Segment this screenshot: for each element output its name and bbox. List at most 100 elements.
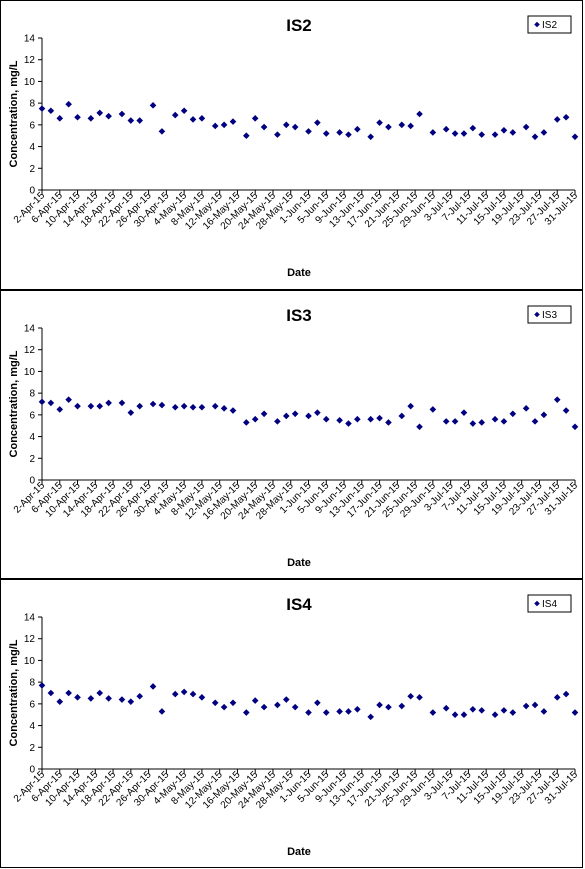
chart-svg: IS3024681012142-Apr-156-Apr-1510-Apr-151… [8, 305, 580, 569]
data-point [562, 407, 570, 414]
data-point [376, 119, 383, 126]
data-point [149, 400, 157, 408]
data-point [531, 701, 539, 709]
legend-label: IS4 [542, 599, 557, 610]
data-point [158, 128, 166, 135]
data-point [407, 122, 414, 130]
data-point [367, 133, 374, 141]
data-point [87, 402, 95, 410]
data-point [553, 396, 561, 403]
data-point [158, 401, 166, 409]
data-point [345, 420, 352, 427]
data-point [136, 117, 144, 124]
data-point [291, 123, 299, 131]
y-tick-label: 2 [29, 454, 35, 465]
data-point [96, 402, 104, 410]
data-point [180, 688, 188, 696]
data-point [478, 419, 486, 426]
data-point [220, 405, 228, 412]
data-point [47, 107, 55, 115]
y-tick-label: 12 [24, 634, 36, 645]
data-point [562, 113, 570, 121]
data-point [136, 402, 144, 410]
data-point [398, 121, 406, 129]
data-point [460, 711, 468, 719]
data-point [118, 110, 126, 118]
data-point [398, 412, 406, 420]
data-point [442, 418, 450, 425]
data-point [56, 698, 64, 705]
data-point [105, 399, 112, 407]
y-axis-label: Concentration, mg/L [8, 350, 20, 457]
data-point [274, 131, 281, 138]
data-point [509, 709, 517, 716]
data-point [509, 410, 517, 418]
data-point [65, 100, 72, 108]
data-point [522, 405, 530, 412]
data-point [260, 703, 268, 711]
legend: IS2 [527, 15, 572, 34]
legend-label: IS3 [542, 310, 557, 321]
data-point [314, 409, 321, 416]
data-point [47, 399, 55, 407]
chart-panel-is4: IS4 0 2 4 6 8 10 12 14 2-Apr-15 6-Apr-15 10-Apr-15 1… [0, 579, 583, 868]
data-point [127, 409, 135, 416]
data-point [305, 412, 312, 420]
data-point [180, 107, 188, 115]
y-tick-label: 8 [29, 99, 35, 110]
data-point [451, 130, 459, 137]
chart-svg: IS4024681012142-Apr-156-Apr-1510-Apr-151… [8, 594, 580, 858]
data-point [65, 396, 72, 403]
data-point [220, 121, 228, 129]
data-point [198, 403, 206, 411]
data-point [96, 689, 104, 697]
data-point [540, 708, 548, 715]
legend-marker [534, 21, 540, 28]
y-tick-label: 4 [29, 432, 35, 443]
data-point [416, 110, 423, 118]
data-point [171, 111, 179, 119]
chart-panel-is3: IS3 0 2 4 6 8 10 12 14 2-Apr-15 6-Apr-15 10-Apr-15 1… [0, 290, 583, 579]
data-point [509, 129, 517, 136]
y-tick-label: 4 [29, 142, 35, 153]
y-tick-label: 14 [24, 613, 36, 624]
data-point [274, 418, 281, 425]
data-point [451, 711, 459, 719]
chart-panel-is2: IS2 0 2 4 6 8 10 12 14 2-Apr-15 6-Apr-15 10-Apr-15 1… [0, 0, 583, 290]
y-tick-label: 0 [29, 765, 35, 776]
data-point [416, 423, 423, 431]
legend: IS4 [527, 594, 572, 613]
data-point [571, 133, 579, 141]
data-point [354, 415, 361, 423]
data-point [460, 409, 468, 416]
y-tick-label: 2 [29, 743, 35, 754]
data-point [336, 416, 343, 424]
data-point [260, 410, 268, 418]
y-tick-label: 10 [24, 656, 36, 667]
data-point [38, 105, 46, 112]
chart-title: IS2 [286, 16, 312, 35]
y-tick-label: 12 [24, 345, 36, 356]
data-point [251, 697, 259, 704]
data-point [322, 415, 330, 423]
data-point [229, 118, 237, 125]
data-point [118, 399, 126, 407]
y-tick-label: 0 [29, 186, 35, 197]
data-point [407, 402, 414, 410]
data-point [282, 412, 290, 420]
legend-marker [534, 600, 540, 607]
data-point [451, 418, 459, 425]
data-point [105, 112, 112, 120]
data-point [158, 708, 166, 715]
data-point [367, 713, 374, 721]
data-point [553, 116, 561, 123]
y-tick-label: 8 [29, 678, 35, 689]
legend-box [527, 15, 572, 34]
data-point [251, 415, 259, 423]
data-point [442, 125, 450, 133]
legend-label: IS2 [542, 20, 557, 31]
x-axis-label: Date [287, 557, 311, 569]
data-point [531, 133, 539, 141]
data-point [118, 696, 126, 703]
data-point [127, 698, 135, 705]
